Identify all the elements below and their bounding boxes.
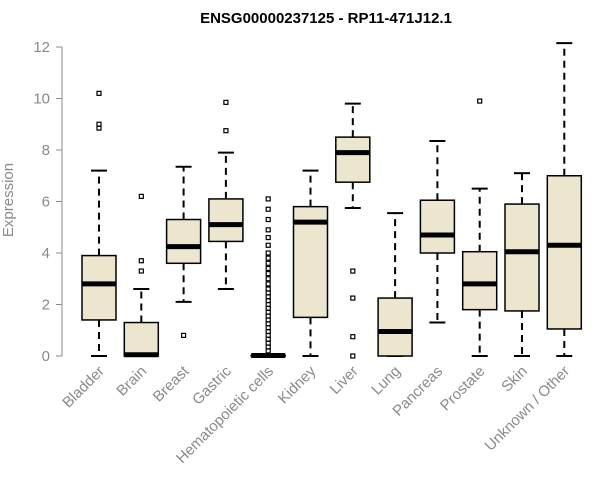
box-gastric [208, 99, 244, 291]
iqr-box [419, 199, 456, 254]
outlier-point [265, 281, 271, 287]
iqr-box [335, 136, 371, 183]
outlier-point [265, 271, 271, 277]
box-breast [165, 165, 202, 338]
iqr-box [546, 175, 583, 330]
outlier-point [265, 255, 271, 261]
box-pancreas [419, 139, 456, 324]
box-skin [504, 172, 540, 357]
category-label: Kidney [275, 362, 320, 407]
y-tick-label: 2 [42, 297, 50, 314]
y-tick-label: 0 [42, 348, 50, 365]
y-tick-label: 12 [33, 39, 50, 56]
outlier-point [265, 196, 271, 202]
box-liver [335, 102, 371, 359]
outlier-point [138, 193, 144, 199]
category-label: Breast [150, 362, 193, 405]
category-label: Liver [327, 363, 362, 398]
outlier-point [96, 125, 102, 131]
y-axis-label: Expression [0, 163, 17, 237]
y-tick-label: 6 [42, 194, 50, 211]
y-tick-label: 10 [33, 91, 50, 108]
iqr-box [377, 297, 413, 357]
box-bladder [81, 90, 117, 357]
outlier-point [138, 268, 144, 274]
outlier-point [265, 242, 271, 248]
outlier-point [265, 265, 271, 272]
outlier-point [181, 332, 187, 338]
outlier-point [138, 258, 144, 264]
outlier-point [265, 206, 271, 212]
box-kidney [292, 169, 329, 357]
outlier-point [265, 348, 271, 354]
category-label: Skin [498, 363, 531, 396]
box-brain [123, 193, 160, 358]
iqr-box [461, 250, 498, 311]
outlier-point [265, 227, 271, 233]
iqr-box [81, 254, 117, 321]
boxes [81, 42, 583, 359]
chart-title: ENSG00000237125 - RP11-471J12.1 [200, 10, 452, 27]
category-label: Brain [113, 363, 150, 400]
y-axis: 0 2 4 6 8 10 12 [33, 39, 63, 365]
category-label: Lung [368, 363, 404, 399]
outlier-point [265, 250, 271, 256]
box-lung [377, 212, 413, 357]
box-hematopoietic-cells [250, 196, 286, 358]
iqr-box [504, 203, 540, 312]
outlier-point [265, 276, 271, 282]
outlier-point [223, 128, 229, 134]
box-unknown-other [546, 42, 583, 357]
category-label: Bladder [59, 363, 108, 412]
outlier-point [350, 353, 356, 359]
outlier-point [265, 260, 271, 266]
iqr-box [292, 205, 329, 319]
outlier-point [265, 216, 271, 223]
outlier-point [223, 99, 229, 105]
outlier-point [265, 234, 271, 241]
outlier-point [350, 268, 356, 274]
box-prostate [461, 98, 498, 357]
iqr-box [208, 198, 244, 243]
outlier-point [96, 90, 102, 96]
outlier-point [477, 98, 483, 104]
iqr-box [123, 321, 160, 357]
category-label: Prostate [437, 363, 489, 415]
outlier-point [350, 334, 356, 340]
y-tick-label: 4 [42, 245, 50, 262]
iqr-box [165, 218, 202, 265]
outlier-point [350, 295, 356, 301]
y-tick-label: 8 [42, 142, 50, 159]
